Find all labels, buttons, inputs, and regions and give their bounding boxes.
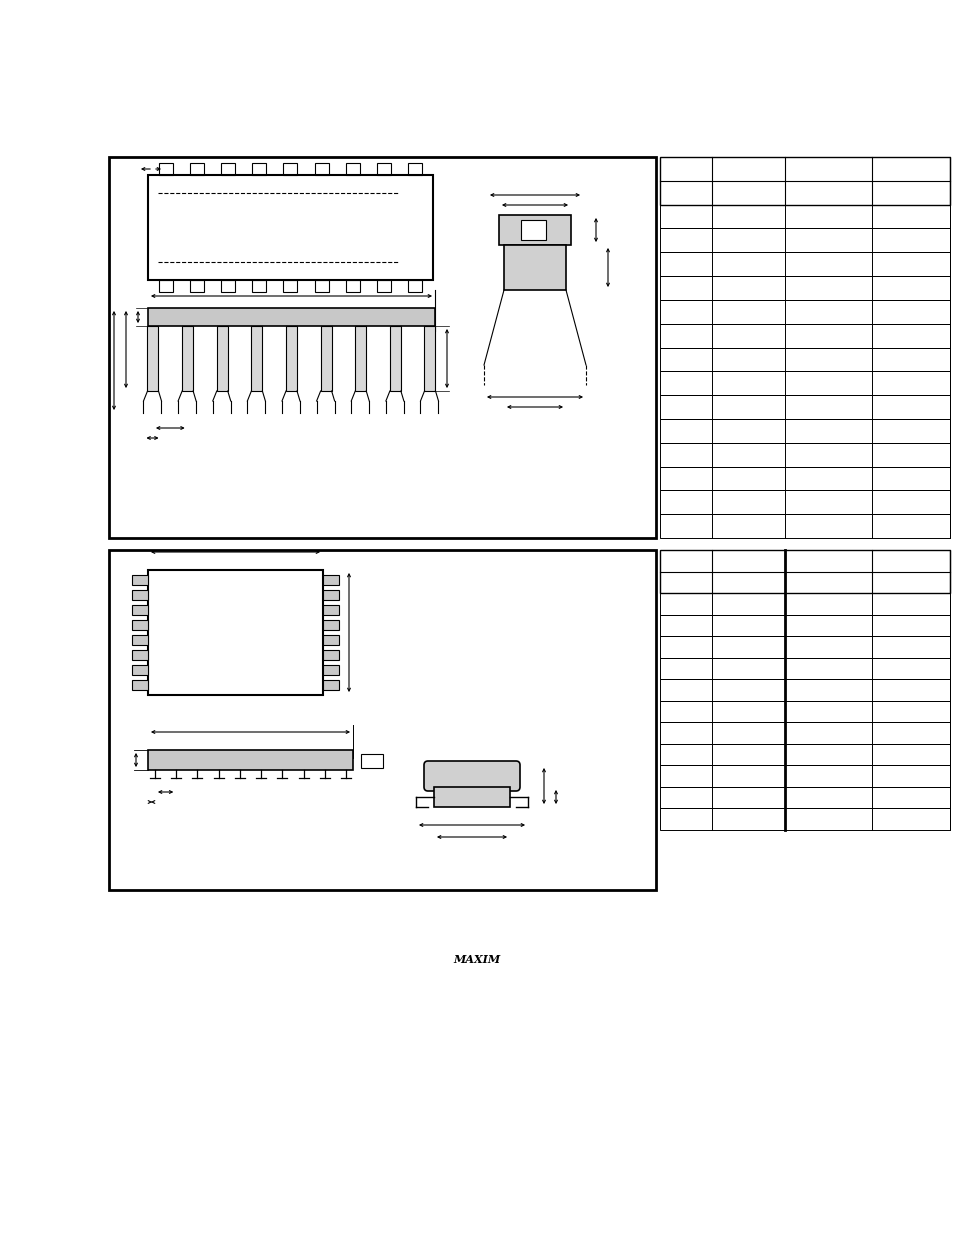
Bar: [283, 163, 297, 175]
Bar: [132, 605, 148, 615]
FancyBboxPatch shape: [423, 761, 519, 790]
Bar: [659, 277, 949, 300]
Bar: [148, 750, 353, 769]
Bar: [659, 514, 949, 538]
Bar: [314, 163, 328, 175]
Bar: [659, 467, 949, 490]
Bar: [408, 280, 421, 291]
Bar: [323, 605, 338, 615]
Bar: [190, 280, 204, 291]
Bar: [221, 280, 235, 291]
Bar: [659, 300, 949, 324]
Bar: [323, 635, 338, 645]
Text: MAXIM: MAXIM: [453, 955, 500, 966]
Bar: [659, 593, 949, 615]
Bar: [320, 326, 332, 391]
Bar: [283, 280, 297, 291]
Bar: [355, 326, 366, 391]
Bar: [659, 347, 949, 372]
Bar: [659, 722, 949, 743]
Bar: [659, 419, 949, 443]
Bar: [659, 157, 949, 205]
Bar: [286, 326, 296, 391]
Bar: [182, 326, 193, 391]
Bar: [190, 163, 204, 175]
Bar: [345, 280, 359, 291]
Bar: [659, 679, 949, 700]
Bar: [390, 326, 400, 391]
Bar: [408, 163, 421, 175]
Bar: [360, 755, 382, 768]
Bar: [148, 326, 158, 391]
Bar: [323, 680, 338, 690]
Bar: [659, 615, 949, 636]
Bar: [132, 576, 148, 585]
Bar: [659, 787, 949, 809]
Bar: [251, 326, 262, 391]
Bar: [659, 766, 949, 787]
Bar: [132, 680, 148, 690]
Bar: [132, 650, 148, 659]
Bar: [659, 490, 949, 514]
Bar: [659, 205, 949, 228]
Bar: [132, 635, 148, 645]
Bar: [376, 280, 391, 291]
Bar: [520, 220, 545, 240]
Bar: [109, 550, 656, 890]
Bar: [659, 809, 949, 830]
Bar: [253, 163, 266, 175]
Bar: [109, 157, 656, 538]
Bar: [659, 443, 949, 467]
Bar: [323, 620, 338, 630]
Bar: [659, 395, 949, 419]
Bar: [659, 324, 949, 347]
Bar: [159, 280, 172, 291]
Bar: [659, 658, 949, 679]
Bar: [659, 700, 949, 722]
Bar: [221, 163, 235, 175]
Bar: [148, 571, 323, 695]
Bar: [323, 664, 338, 676]
Bar: [434, 787, 510, 806]
Bar: [216, 326, 228, 391]
Bar: [253, 280, 266, 291]
Bar: [323, 590, 338, 600]
Bar: [659, 228, 949, 252]
Bar: [376, 163, 391, 175]
Bar: [659, 372, 949, 395]
Bar: [659, 636, 949, 658]
Bar: [148, 308, 435, 326]
Bar: [498, 215, 571, 245]
Bar: [148, 175, 433, 280]
Bar: [659, 550, 949, 593]
Bar: [659, 252, 949, 277]
Bar: [314, 280, 328, 291]
Bar: [659, 743, 949, 766]
Bar: [159, 163, 172, 175]
Bar: [323, 650, 338, 659]
Bar: [323, 576, 338, 585]
Bar: [345, 163, 359, 175]
Bar: [503, 245, 565, 290]
Bar: [424, 326, 435, 391]
Bar: [132, 620, 148, 630]
Bar: [132, 664, 148, 676]
Bar: [132, 590, 148, 600]
